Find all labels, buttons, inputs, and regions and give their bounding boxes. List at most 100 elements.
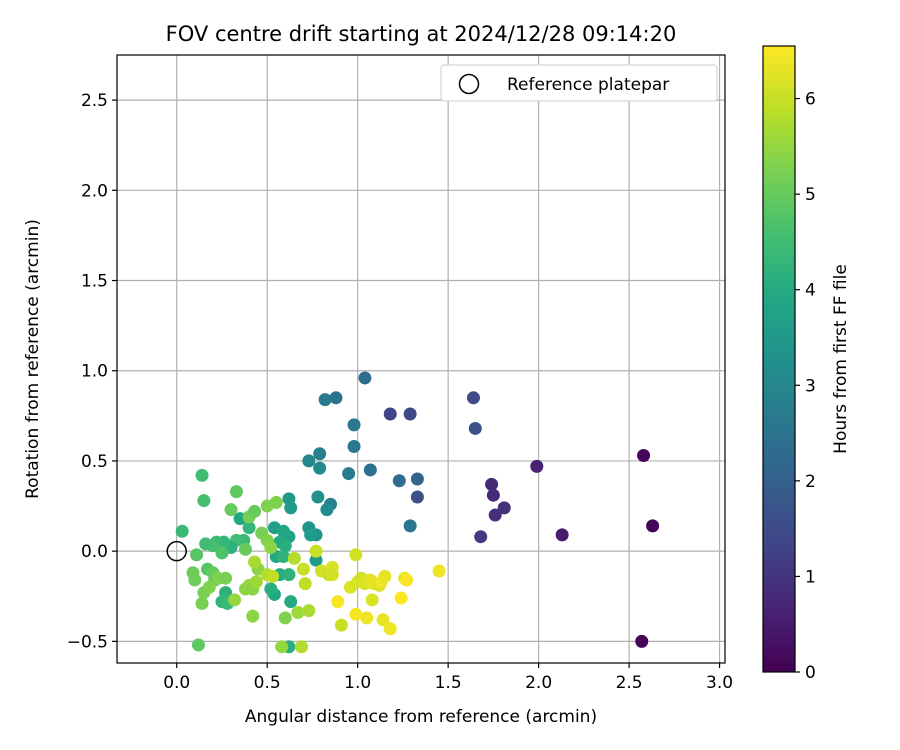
scatter-point [410, 490, 424, 504]
x-tick-label: 1.0 [344, 673, 371, 693]
y-axis-ticks: −0.5 0.0 0.5 1.0 1.5 2.0 2.5 [67, 91, 117, 652]
scatter-point [284, 501, 298, 515]
colorbar [762, 45, 796, 673]
scatter-point [349, 607, 363, 621]
scatter-point [485, 477, 499, 491]
scatter-point [175, 524, 189, 538]
scatter-point [309, 544, 323, 558]
scatter-point [304, 528, 318, 542]
x-tick-label: 3.0 [706, 673, 733, 693]
scatter-point [403, 407, 417, 421]
scatter-point [224, 503, 238, 517]
scatter-point [298, 577, 312, 591]
scatter-point [320, 503, 334, 517]
scatter-point [202, 580, 216, 594]
colorbar-tick-label: 0 [805, 663, 816, 683]
scatter-point [248, 555, 262, 569]
scatter-point [646, 519, 660, 533]
scatter-point [191, 638, 205, 652]
y-tick-label: 2.5 [81, 91, 108, 111]
reference-marker [166, 540, 187, 562]
x-tick-label: 1.5 [435, 673, 462, 693]
scatter-point [635, 634, 649, 648]
x-tick-label: 2.0 [525, 673, 552, 693]
colorbar-tick-label: 5 [805, 185, 816, 205]
scatter-point [296, 562, 310, 576]
scatter-point [318, 393, 332, 407]
data-points [175, 371, 660, 654]
y-tick-label: 1.0 [81, 362, 108, 382]
scatter-point [264, 582, 278, 596]
colorbar-label: Hours from first FF file [831, 264, 851, 454]
legend-entry: Reference platepar [507, 75, 669, 95]
x-tick-label: 2.5 [616, 673, 643, 693]
scatter-point [313, 447, 327, 461]
colorbar-tick-label: 6 [805, 90, 816, 110]
scatter-point [474, 530, 488, 544]
scatter-point [278, 539, 292, 553]
scatter-point [278, 611, 292, 625]
scatter-point [400, 573, 414, 587]
y-tick-label: 2.0 [81, 181, 108, 201]
scatter-point [331, 595, 345, 609]
scatter-point [248, 504, 262, 518]
scatter-point [555, 528, 569, 542]
scatter-point [228, 593, 242, 607]
scatter-point [358, 371, 372, 385]
y-tick-label: −0.5 [67, 632, 108, 652]
scatter-point [347, 418, 361, 432]
legend-marker [458, 73, 480, 95]
scatter-point [219, 571, 233, 585]
scatter-point [269, 495, 283, 509]
y-axis-label: Rotation from reference (arcmin) [23, 219, 43, 499]
scatter-point [229, 485, 243, 499]
scatter-point [199, 537, 213, 551]
scatter-point [383, 407, 397, 421]
scatter-point [378, 569, 392, 583]
scatter-point [197, 494, 211, 508]
x-axis-ticks: 0.0 0.5 1.0 1.5 2.0 2.5 3.0 [163, 663, 733, 693]
scatter-point [466, 391, 480, 405]
scatter-point [497, 501, 511, 515]
scatter-point [302, 604, 316, 618]
scatter-point [291, 605, 305, 619]
scatter-point [188, 573, 202, 587]
y-tick-label: 1.5 [81, 272, 108, 292]
scatter-point [311, 490, 325, 504]
scatter-point [403, 519, 417, 533]
scatter-point [488, 508, 502, 522]
scatter-point [637, 449, 651, 463]
scatter-point [215, 546, 229, 560]
scatter-point [295, 640, 309, 654]
scatter-point [486, 488, 500, 502]
scatter-point [242, 521, 256, 535]
scatter-point [275, 640, 289, 654]
scatter-point [246, 609, 260, 623]
colorbar-tick-label: 3 [805, 376, 816, 396]
scatter-point [284, 595, 298, 609]
plot-frame [116, 54, 726, 664]
scatter-point [190, 548, 204, 562]
scatter-point [376, 613, 390, 627]
scatter-point [302, 454, 316, 468]
scatter-point [329, 391, 343, 405]
scatter-point [363, 463, 377, 477]
scatter-point [264, 541, 278, 555]
scatter-point [342, 467, 356, 481]
scatter-point [195, 596, 209, 610]
scatter-point [249, 575, 263, 589]
scatter-point [432, 564, 446, 578]
legend-box [440, 64, 718, 102]
x-tick-label: 0.0 [163, 673, 190, 693]
scatter-point [276, 550, 290, 564]
colorbar-tick-label: 1 [805, 567, 816, 587]
scatter-point [309, 553, 323, 567]
colorbar-tick-label: 4 [805, 281, 816, 301]
scatter-point [266, 569, 280, 583]
scatter-point [468, 421, 482, 435]
y-tick-label: 0.5 [81, 452, 108, 472]
scatter-point [360, 611, 374, 625]
scatter-point [392, 474, 406, 488]
scatter-point [195, 468, 209, 482]
